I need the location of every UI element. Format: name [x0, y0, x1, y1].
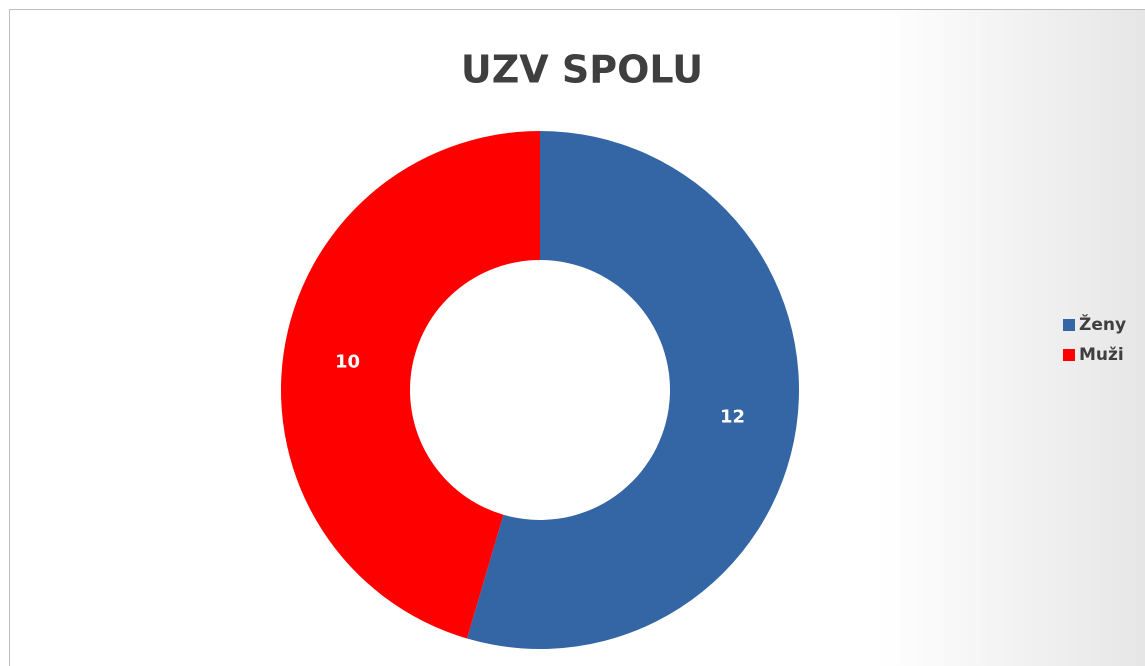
donut-slice — [281, 131, 540, 639]
chart-title: UZV SPOLU — [461, 48, 703, 92]
legend-label: Muži — [1079, 345, 1124, 365]
legend-label: Ženy — [1079, 313, 1126, 335]
data-label: 12 — [720, 407, 745, 428]
legend-swatch — [1063, 349, 1075, 361]
donut-slice — [467, 131, 800, 649]
data-label: 10 — [335, 351, 360, 372]
legend-swatch — [1063, 319, 1075, 331]
